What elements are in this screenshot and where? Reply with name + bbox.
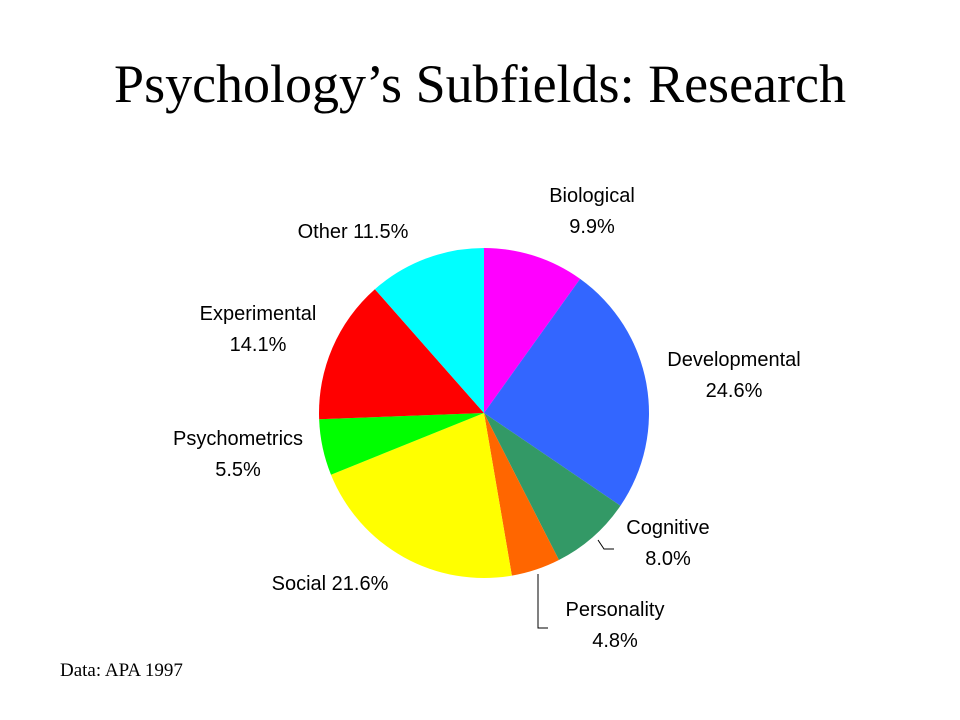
- slice-label-other: Other 11.5%: [298, 221, 409, 243]
- pie-labels: Biological 9.9% Developmental 24.6% Cognitiv…: [173, 185, 801, 652]
- leader-line-personality: [537, 574, 548, 629]
- pie-slice-experimental: [319, 289, 484, 420]
- slice-label-cognitive: Cognitive 8.0%: [626, 517, 709, 570]
- slice-label-developmental: Developmental 24.6%: [667, 349, 800, 402]
- pie-slice-cognitive: [484, 413, 621, 561]
- leader-line-cognitive: [597, 539, 614, 550]
- pie-slice-psychometrics: [319, 413, 484, 475]
- slide-title: Psychology’s Subfields: Research: [114, 54, 846, 114]
- pie-slice-developmental: [484, 278, 649, 506]
- pie-slices: [319, 248, 649, 578]
- slice-label-social: Social 21.6%: [272, 573, 389, 595]
- slice-label-personality: Personality 4.8%: [566, 599, 665, 652]
- slice-label-experimental: Experimental 14.1%: [200, 303, 317, 356]
- data-source-note: Data: APA 1997: [60, 660, 183, 681]
- pie-slice-personality: [484, 413, 559, 576]
- slice-label-biological: Biological 9.9%: [549, 185, 635, 238]
- slice-label-psychometrics: Psychometrics 5.5%: [173, 428, 303, 481]
- pie-slice-social: [330, 413, 512, 578]
- pie-slice-biological: [484, 248, 581, 413]
- leader-lines: [537, 539, 614, 629]
- pie-slice-other: [374, 248, 484, 413]
